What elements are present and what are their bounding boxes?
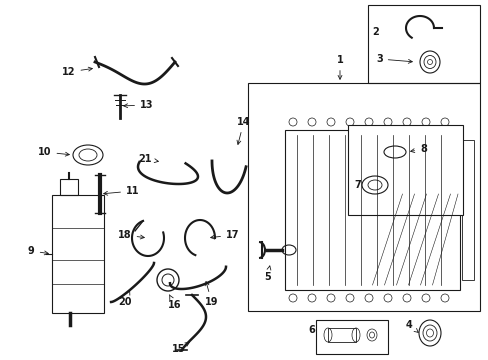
Bar (60, 179, 78, 195)
Text: 17: 17 (210, 230, 239, 240)
Bar (247, 83, 479, 311)
Text: 8: 8 (410, 144, 426, 154)
Text: 1: 1 (336, 55, 343, 79)
Bar (52, 195, 104, 313)
Bar (327, 328, 355, 342)
Text: 6: 6 (307, 325, 314, 335)
Bar (285, 130, 459, 290)
Text: 14: 14 (237, 117, 250, 144)
Bar (347, 125, 462, 215)
Text: 13: 13 (123, 100, 153, 110)
Text: 2: 2 (371, 27, 378, 37)
Text: 18: 18 (118, 230, 144, 240)
Text: 3: 3 (375, 54, 411, 64)
Text: 21: 21 (138, 154, 158, 164)
Text: 19: 19 (204, 282, 218, 307)
Text: 11: 11 (103, 186, 139, 196)
Bar (315, 320, 387, 354)
Text: 15: 15 (172, 342, 189, 354)
Text: 4: 4 (405, 320, 417, 332)
Text: 5: 5 (264, 266, 270, 282)
Text: 16: 16 (168, 295, 181, 310)
Text: 12: 12 (62, 67, 92, 77)
Text: 7: 7 (353, 180, 360, 190)
Bar (461, 140, 473, 280)
Text: 10: 10 (38, 147, 69, 157)
Text: 20: 20 (118, 291, 131, 307)
Bar (367, 5, 479, 83)
Text: 9: 9 (28, 246, 48, 256)
